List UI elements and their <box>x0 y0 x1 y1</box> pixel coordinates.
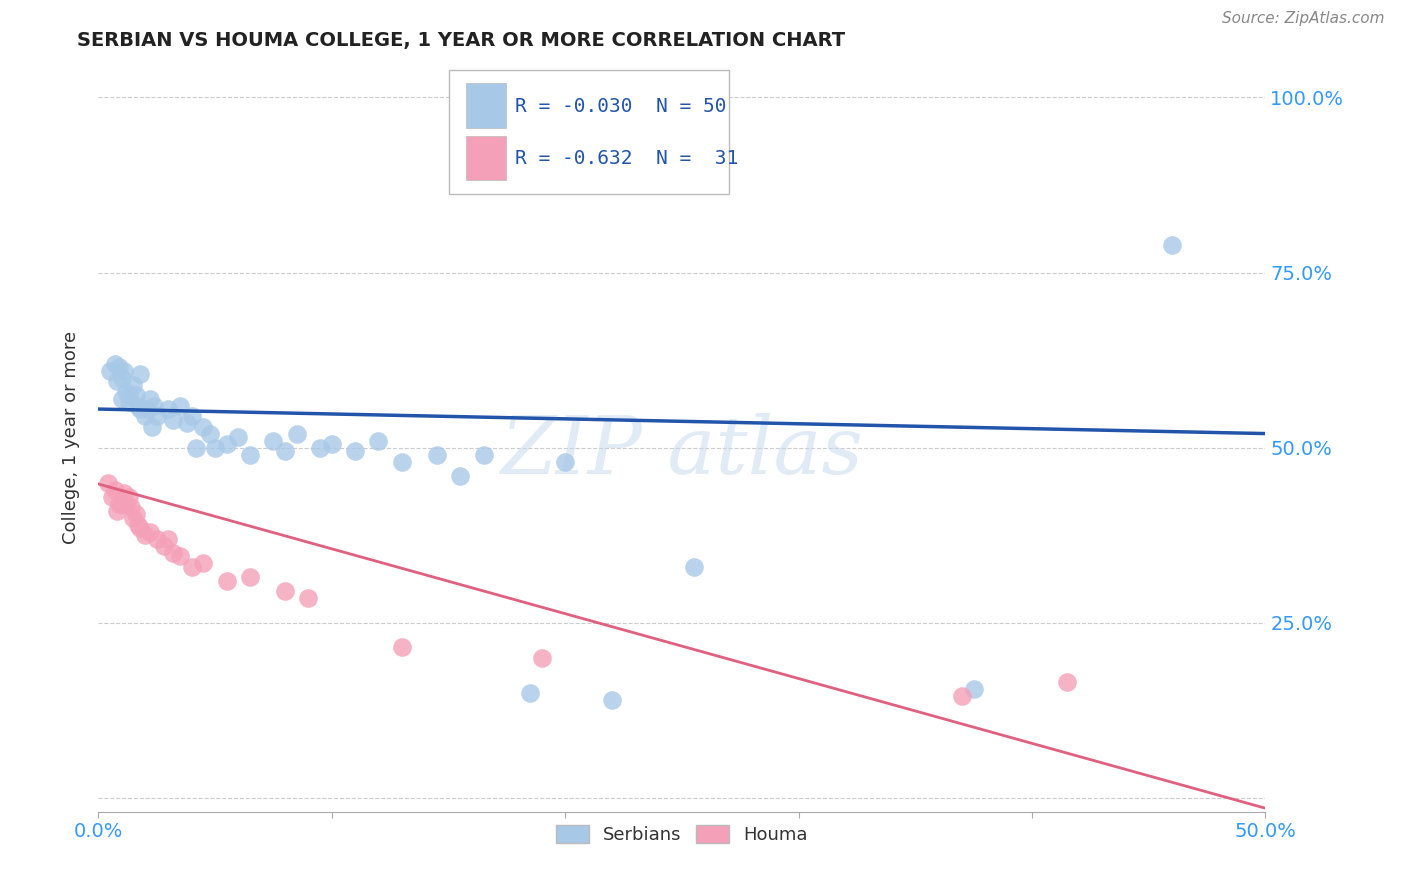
Point <box>122 510 145 524</box>
Point <box>108 497 131 511</box>
Point <box>152 539 174 553</box>
Point <box>180 409 202 423</box>
Point <box>239 448 262 462</box>
Point <box>127 399 149 413</box>
FancyBboxPatch shape <box>465 84 506 128</box>
Point <box>391 640 413 655</box>
Point <box>682 559 704 574</box>
Point <box>97 475 120 490</box>
Point <box>472 448 495 462</box>
Point <box>274 584 297 599</box>
Text: ZIP atlas: ZIP atlas <box>501 413 863 491</box>
Point <box>134 528 156 542</box>
Point <box>141 419 163 434</box>
Point <box>193 419 215 434</box>
Point <box>101 490 124 504</box>
Point <box>193 556 215 570</box>
Point <box>129 402 152 417</box>
Point <box>157 532 180 546</box>
Point <box>180 559 202 574</box>
Point <box>111 370 134 384</box>
Point <box>962 682 984 697</box>
Point <box>125 388 148 402</box>
Point <box>139 392 162 406</box>
Point <box>309 441 332 455</box>
Point <box>157 402 180 417</box>
Point <box>391 454 413 468</box>
Point <box>228 430 250 444</box>
Point <box>162 412 184 426</box>
Point <box>129 521 152 535</box>
Point <box>367 434 389 448</box>
Point <box>176 416 198 430</box>
Point <box>169 549 191 563</box>
Point <box>146 409 169 423</box>
Point <box>105 374 128 388</box>
Point <box>950 689 973 703</box>
Point <box>1056 675 1078 690</box>
Point <box>162 546 184 560</box>
Point <box>519 686 541 700</box>
Point <box>215 574 238 588</box>
Point <box>122 377 145 392</box>
Point <box>136 402 159 417</box>
Point <box>321 437 343 451</box>
Point <box>129 367 152 381</box>
Point <box>215 437 238 451</box>
FancyBboxPatch shape <box>449 70 728 194</box>
Point <box>262 434 284 448</box>
Point <box>449 468 471 483</box>
Point <box>111 497 134 511</box>
Point <box>118 490 141 504</box>
Point <box>169 399 191 413</box>
Point <box>239 570 262 584</box>
Point <box>554 454 576 468</box>
Point <box>104 483 127 497</box>
Text: R = -0.632  N =  31: R = -0.632 N = 31 <box>515 149 738 168</box>
Legend: Serbians, Houma: Serbians, Houma <box>548 818 815 851</box>
Point <box>108 359 131 374</box>
Point <box>112 363 135 377</box>
Point <box>600 692 623 706</box>
Point <box>111 392 134 406</box>
Point <box>98 363 121 377</box>
Point <box>134 409 156 423</box>
Point <box>112 486 135 500</box>
Text: R = -0.030  N = 50: R = -0.030 N = 50 <box>515 97 727 116</box>
Point <box>186 441 208 455</box>
Point <box>120 500 142 515</box>
Point <box>104 357 127 371</box>
Y-axis label: College, 1 year or more: College, 1 year or more <box>62 331 80 543</box>
Point <box>143 399 166 413</box>
Text: Source: ZipAtlas.com: Source: ZipAtlas.com <box>1222 11 1385 26</box>
Point <box>127 517 149 532</box>
Point <box>1161 237 1184 252</box>
Point <box>274 444 297 458</box>
Point <box>530 650 553 665</box>
Point <box>204 441 226 455</box>
Text: SERBIAN VS HOUMA COLLEGE, 1 YEAR OR MORE CORRELATION CHART: SERBIAN VS HOUMA COLLEGE, 1 YEAR OR MORE… <box>77 31 845 50</box>
Point <box>426 448 449 462</box>
Point <box>200 426 222 441</box>
Point <box>118 395 141 409</box>
Point <box>118 388 141 402</box>
Point <box>125 507 148 521</box>
Point <box>115 384 138 399</box>
Point <box>105 503 128 517</box>
Point <box>285 426 308 441</box>
Point <box>115 497 138 511</box>
FancyBboxPatch shape <box>465 136 506 180</box>
Point <box>297 591 319 606</box>
Point <box>139 524 162 539</box>
Point <box>146 532 169 546</box>
Point <box>344 444 367 458</box>
